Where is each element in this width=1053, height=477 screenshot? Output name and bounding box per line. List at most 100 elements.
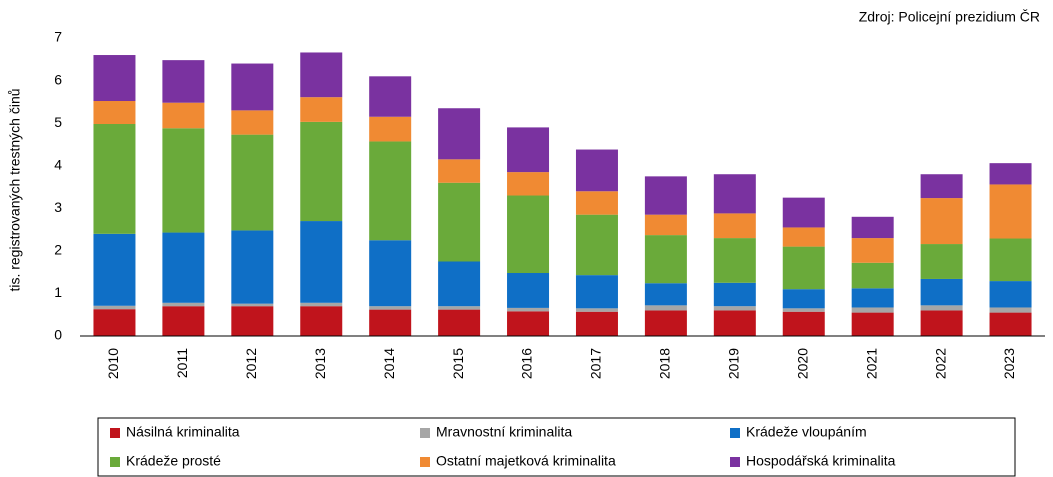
x-tick-label: 2023: [1001, 348, 1017, 379]
bar-segment: [644, 214, 687, 236]
bar-segment: [93, 101, 136, 124]
x-tick-label: 2022: [932, 348, 948, 379]
bar-segment: [575, 149, 618, 192]
x-tick-label: 2017: [588, 348, 604, 379]
bar-segment: [851, 312, 894, 336]
x-tick-label: 2019: [726, 348, 742, 379]
bar-segment: [644, 283, 687, 306]
bar-segment: [231, 63, 274, 111]
bar-segment: [507, 172, 550, 196]
bar-segment: [93, 309, 136, 336]
bar-segment: [713, 213, 756, 239]
bar-segment: [920, 278, 963, 306]
y-tick-label: 2: [54, 242, 62, 258]
bar-segment: [162, 60, 205, 103]
bar-segment: [300, 221, 343, 303]
y-axis-label: tis. registrovaných trestných činů: [7, 88, 23, 291]
bar-segment: [231, 303, 274, 307]
bar-segment: [507, 272, 550, 308]
bar-segment: [920, 244, 963, 279]
bar-segment: [93, 55, 136, 102]
bar-segment: [369, 306, 412, 310]
bar-segment: [713, 282, 756, 307]
bar-segment: [507, 307, 550, 312]
bar-segment: [369, 240, 412, 307]
bar-segment: [782, 311, 825, 336]
legend-swatch: [110, 457, 120, 467]
bar-segment: [300, 52, 343, 98]
bar-segment: [920, 310, 963, 336]
legend-label: Mravnostní kriminalita: [436, 424, 572, 440]
bar-segment: [713, 238, 756, 283]
x-tick-label: 2021: [863, 348, 879, 379]
bar-segment: [438, 306, 481, 310]
bar-segment: [162, 128, 205, 233]
legend-swatch: [730, 428, 740, 438]
bar-segment: [989, 238, 1032, 282]
bar-segment: [93, 123, 136, 234]
bar-segment: [231, 306, 274, 336]
x-tick-label: 2011: [174, 348, 190, 378]
legend-label: Hospodářská kriminalita: [746, 453, 896, 469]
y-tick-label: 3: [54, 199, 62, 215]
x-tick-label: 2020: [794, 348, 810, 379]
legend-label: Krádeže prosté: [126, 453, 221, 469]
source: Zdroj: Policejní prezidium ČR: [859, 9, 1040, 25]
bar-segment: [644, 310, 687, 336]
bar-segment: [851, 216, 894, 239]
bar-segment: [369, 141, 412, 241]
x-tick-label: 2015: [450, 348, 466, 379]
bar-segment: [507, 195, 550, 273]
bar-segment: [644, 235, 687, 284]
bar-segment: [989, 281, 1032, 308]
legend-swatch: [420, 428, 430, 438]
bar-segment: [93, 305, 136, 310]
legend-swatch: [730, 457, 740, 467]
bar-segment: [162, 302, 205, 307]
bar-segment: [438, 159, 481, 183]
bar-segment: [782, 246, 825, 290]
bar-segment: [369, 76, 412, 117]
bar-segment: [989, 163, 1032, 185]
y-tick-label: 6: [54, 71, 62, 87]
bar-segment: [575, 308, 618, 312]
legend-box: [97, 417, 1016, 477]
bar-segment: [782, 289, 825, 309]
y-tick-label: 7: [54, 29, 62, 45]
legend-label: Násilná kriminalita: [126, 424, 240, 440]
bar-segment: [989, 307, 1032, 313]
y-tick-label: 0: [54, 327, 62, 343]
bar-segment: [851, 262, 894, 289]
bar-segment: [644, 305, 687, 311]
legend-swatch: [420, 457, 430, 467]
bar-segment: [369, 309, 412, 336]
y-tick-label: 5: [54, 114, 62, 130]
bar-segment: [162, 306, 205, 336]
bar-segment: [920, 174, 963, 199]
x-tick-label: 2018: [657, 348, 673, 379]
bar-segment: [713, 174, 756, 214]
bar-segment: [851, 238, 894, 263]
bar-segment: [575, 311, 618, 336]
legend-label: Ostatní majetková kriminalita: [436, 453, 616, 469]
y-tick-label: 4: [54, 156, 62, 172]
bar-segment: [369, 116, 412, 142]
bar-segment: [713, 306, 756, 311]
bar-segment: [93, 233, 136, 306]
bar-segment: [920, 305, 963, 311]
bar-segment: [300, 97, 343, 122]
bar-segment: [438, 108, 481, 160]
bar-segment: [300, 302, 343, 307]
bar-segment: [851, 288, 894, 308]
bar-segment: [231, 110, 274, 135]
legend-label: Krádeže vloupáním: [746, 424, 867, 440]
bar-segment: [575, 214, 618, 276]
bar-segment: [507, 311, 550, 336]
bar-segment: [989, 184, 1032, 239]
bar-segment: [575, 275, 618, 309]
x-tick-label: 2013: [312, 348, 328, 379]
x-tick-label: 2016: [519, 348, 535, 379]
bar-segment: [300, 121, 343, 222]
bar-segment: [231, 134, 274, 231]
bar-segment: [507, 127, 550, 173]
